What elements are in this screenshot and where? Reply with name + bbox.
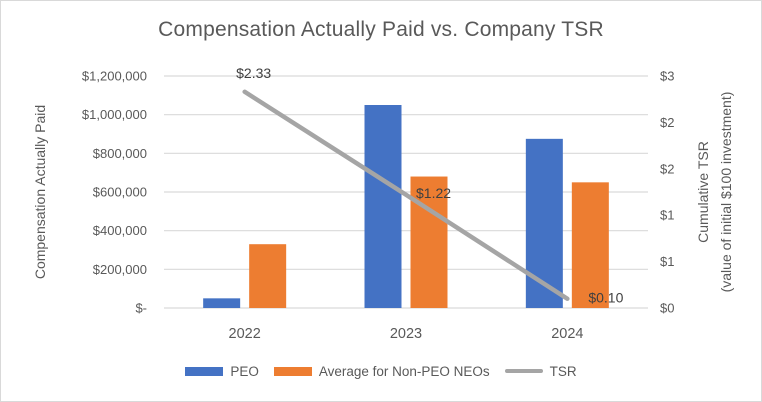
x-axis-category-label: 2023 — [390, 326, 422, 342]
left-axis-tick-label: $200,000 — [93, 262, 147, 277]
legend-item-non-peo-neos: Average for Non-PEO NEOs — [273, 363, 490, 379]
right-axis-tick-label: $1 — [660, 208, 674, 223]
left-axis-tick-label: $- — [135, 301, 147, 316]
chart-title: Compensation Actually Paid vs. Company T… — [158, 18, 604, 41]
legend-label-tsr: TSR — [549, 363, 577, 379]
left-axis-tick-label: $600,000 — [93, 185, 147, 200]
bar-average-for-non-peo-neos-2024 — [571, 182, 609, 308]
left-axis-tick-label: $1,000,000 — [82, 107, 147, 122]
tsr-line — [242, 89, 570, 301]
legend: PEO Average for Non-PEO NEOs TSR — [1, 361, 761, 381]
x-axis-category-label: 2024 — [551, 326, 583, 342]
right-axis-tick-label: $2 — [660, 115, 674, 130]
left-axis-tick-label: $1,200,000 — [82, 69, 147, 84]
legend-item-tsr: TSR — [504, 363, 577, 379]
legend-label-peo: PEO — [230, 363, 259, 379]
legend-swatch-non-peo-neos — [273, 366, 312, 376]
bar-peo-2024 — [525, 138, 563, 308]
tsr-data-label-2022: $2.33 — [236, 65, 271, 81]
bar-average-for-non-peo-neos-2023 — [410, 176, 448, 308]
tsr-data-label-2023: $1.22 — [416, 185, 451, 201]
legend-swatch-peo — [185, 366, 224, 376]
legend-label-non-peo-neos: Average for Non-PEO NEOs — [318, 363, 490, 379]
bar-peo-2023 — [364, 105, 402, 308]
x-axis-category-label: 2022 — [229, 326, 261, 342]
bar-peo-2022 — [203, 298, 241, 308]
right-axis-tick-label: $2 — [660, 161, 674, 176]
right-axis-tick-label: $3 — [660, 69, 674, 84]
right-axis-tick-label: $0 — [660, 301, 674, 316]
left-axis-tick-label: $400,000 — [93, 223, 147, 238]
bar-average-for-non-peo-neos-2022 — [249, 244, 287, 308]
legend-swatch-tsr — [504, 369, 543, 373]
left-axis-tick-label: $800,000 — [93, 146, 147, 161]
right-axis-tick-label: $1 — [660, 254, 674, 269]
legend-item-peo: PEO — [185, 364, 259, 379]
tsr-data-label-2024: $0.10 — [588, 290, 623, 306]
